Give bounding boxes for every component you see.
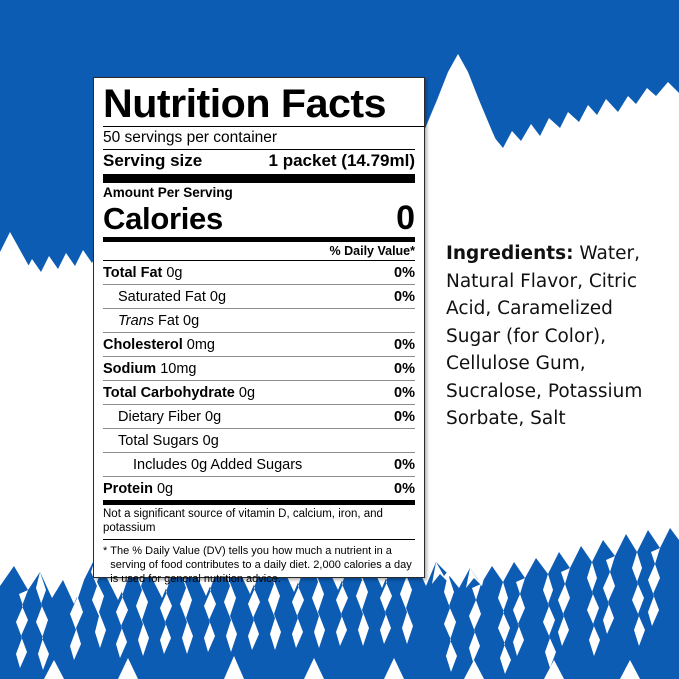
nutrient-name-main: Dietary Fiber	[118, 408, 201, 425]
nutrient-name-main: Total Fat	[103, 264, 163, 281]
serving-size-value: 1 packet (14.79ml)	[268, 151, 415, 170]
nutrient-name: Saturated Fat 0g	[118, 288, 226, 306]
nutrient-name: Trans Fat 0g	[118, 312, 199, 330]
nutrient-row: Total Fat 0g 0%	[103, 261, 415, 285]
nutrient-daily-value: 0%	[394, 480, 415, 497]
nutrient-name: Protein 0g	[103, 480, 173, 498]
nutrient-amount: 0g	[198, 432, 219, 449]
nutrient-name-main: Total Sugars	[118, 432, 199, 449]
nutrient-amount: 0mg	[182, 336, 216, 353]
nutrient-row: Cholesterol 0mg 0%	[103, 333, 415, 357]
nutrient-name-main: Cholesterol	[103, 336, 183, 353]
nutrient-name-main: Sodium	[103, 360, 157, 377]
nutrient-row: Dietary Fiber 0g 0%	[103, 405, 415, 429]
nutrient-name-main: Saturated Fat	[118, 288, 206, 305]
nutrient-row: Total Carbohydrate 0g 0%	[103, 381, 415, 405]
bottom-range-snow-streaks	[16, 538, 660, 674]
nutrient-name: Includes 0g Added Sugars	[133, 456, 302, 474]
nutrient-name: Cholesterol 0mg	[103, 336, 215, 354]
ingredients-block: Ingredients: Water, Natural Flavor, Citr…	[446, 240, 668, 433]
servings-per-container: 50 servings per container	[103, 127, 415, 150]
calories-label: Calories	[103, 201, 223, 236]
nutrient-daily-value: 0%	[394, 456, 415, 473]
bottom-range-valley-notches	[44, 562, 640, 679]
nutrition-facts-panel: Nutrition Facts 50 servings per containe…	[93, 77, 425, 585]
nutrient-row: Protein 0g 0%	[103, 477, 415, 505]
nutrient-amount: 0g	[162, 264, 183, 281]
nutrient-amount: 0g	[152, 480, 174, 497]
nutrient-daily-value: 0%	[394, 288, 415, 305]
nutrient-daily-value: 0%	[394, 360, 415, 377]
nutrient-name: Sodium 10mg	[103, 360, 196, 378]
footnote-divider	[103, 539, 415, 540]
nutrient-row: Trans Fat 0g	[103, 309, 415, 333]
footnote-star: *	[103, 545, 108, 557]
footnote-daily-value: * The % Daily Value (DV) tells you how m…	[103, 540, 415, 586]
snow-peak-right-small	[590, 210, 679, 310]
nutrient-daily-value: 0%	[394, 408, 415, 425]
nutrient-name-italic-prefix: Trans	[118, 312, 154, 329]
ingredients-label: Ingredients:	[446, 243, 574, 264]
nutrient-daily-value: 0%	[394, 264, 415, 281]
nutrient-row: Saturated Fat 0g 0%	[103, 285, 415, 309]
nutrient-name-main: Protein	[103, 480, 153, 497]
calories-row: Calories 0	[103, 201, 415, 242]
serving-size-row: Serving size 1 packet (14.79ml)	[103, 150, 415, 183]
nutrient-name-main: Fat	[158, 312, 179, 329]
snow-peak-far-left	[0, 232, 48, 307]
nutrient-amount: 10mg	[156, 360, 197, 377]
page-title: Nutrition Facts	[103, 82, 425, 127]
nutrient-amount: 0g	[178, 312, 200, 329]
nutrient-row: Sodium 10mg 0%	[103, 357, 415, 381]
snow-peak-right-edge	[636, 186, 679, 252]
nutrient-name: Total Fat 0g	[103, 264, 183, 282]
calories-value: 0	[396, 199, 415, 237]
nutrient-amount: 0g	[201, 408, 222, 425]
footnote-daily-value-text: The % Daily Value (DV) tells you how muc…	[110, 545, 412, 585]
nutrient-daily-value: 0%	[394, 384, 415, 401]
nutrient-name-main: Total Carbohydrate	[103, 384, 235, 401]
nutrient-name: Total Sugars 0g	[118, 432, 219, 450]
serving-size-label: Serving size	[103, 151, 203, 170]
nutrient-row: Includes 0g Added Sugars 0%	[103, 453, 415, 477]
footnote-nutrients: Not a significant source of vitamin D, c…	[103, 508, 383, 534]
amount-per-serving-label: Amount Per Serving	[103, 185, 233, 200]
nutrient-name: Dietary Fiber 0g	[118, 408, 221, 426]
nutrient-amount: 0g	[234, 384, 256, 401]
daily-value-header: % Daily Value*	[103, 242, 415, 261]
nutrient-name: Total Carbohydrate 0g	[103, 384, 255, 402]
nutrient-row: Total Sugars 0g	[103, 429, 415, 453]
ingredients-text: Water, Natural Flavor, Citric Acid, Cara…	[446, 243, 643, 429]
nutrient-daily-value: 0%	[394, 336, 415, 353]
nutrient-amount: 0g	[205, 288, 227, 305]
nutrient-name-main: Includes 0g Added Sugars	[133, 456, 303, 473]
nutrient-row-list: Total Fat 0g 0% Saturated Fat 0g 0% Trans Fa…	[103, 261, 415, 505]
